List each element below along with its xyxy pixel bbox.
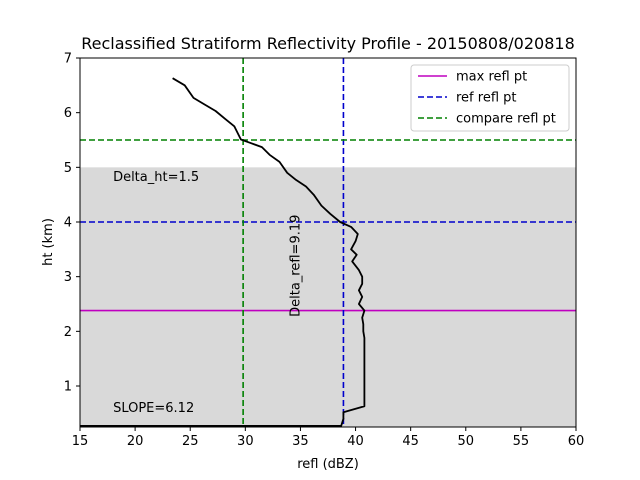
shaded-region [80, 167, 576, 428]
legend-label-max-refl-pt: max refl pt [456, 70, 527, 85]
y-tick-label: 4 [64, 216, 72, 231]
annotation-slope: SLOPE=6.12 [113, 401, 194, 416]
y-axis-label: ht (km) [41, 218, 56, 266]
x-tick-label: 45 [402, 434, 419, 449]
x-tick-label: 60 [568, 434, 585, 449]
x-tick-label: 55 [513, 434, 530, 449]
y-tick-label: 3 [64, 270, 72, 285]
x-tick-label: 50 [458, 434, 475, 449]
legend-label-ref-refl-pt: ref refl pt [456, 91, 517, 106]
y-tick-label: 1 [64, 380, 72, 395]
annotation-delta-ht: Delta_ht=1.5 [113, 170, 199, 185]
plot-frame [79, 57, 577, 428]
y-tick-label: 2 [64, 325, 72, 340]
y-tick-label: 5 [64, 161, 72, 176]
x-tick-label: 25 [182, 434, 199, 449]
x-tick-label: 20 [127, 434, 144, 449]
x-tick-label: 35 [292, 434, 309, 449]
x-tick-label: 30 [237, 434, 254, 449]
x-tick-label: 40 [347, 434, 364, 449]
reflectivity-profile-line [80, 77, 366, 427]
x-axis-label: refl (dBZ) [297, 457, 359, 472]
chart-title: Reclassified Stratiform Reflectivity Pro… [81, 34, 575, 53]
x-tick-label: 15 [72, 434, 89, 449]
legend: max refl pt ref refl pt compare refl pt [410, 64, 570, 132]
y-tick-label: 7 [64, 52, 72, 67]
legend-box [410, 64, 570, 132]
legend-label-compare-refl-pt: compare refl pt [456, 112, 556, 127]
y-tick-label: 6 [64, 106, 72, 121]
annotation-delta-refl: Delta_refl=9.19 [288, 215, 303, 317]
